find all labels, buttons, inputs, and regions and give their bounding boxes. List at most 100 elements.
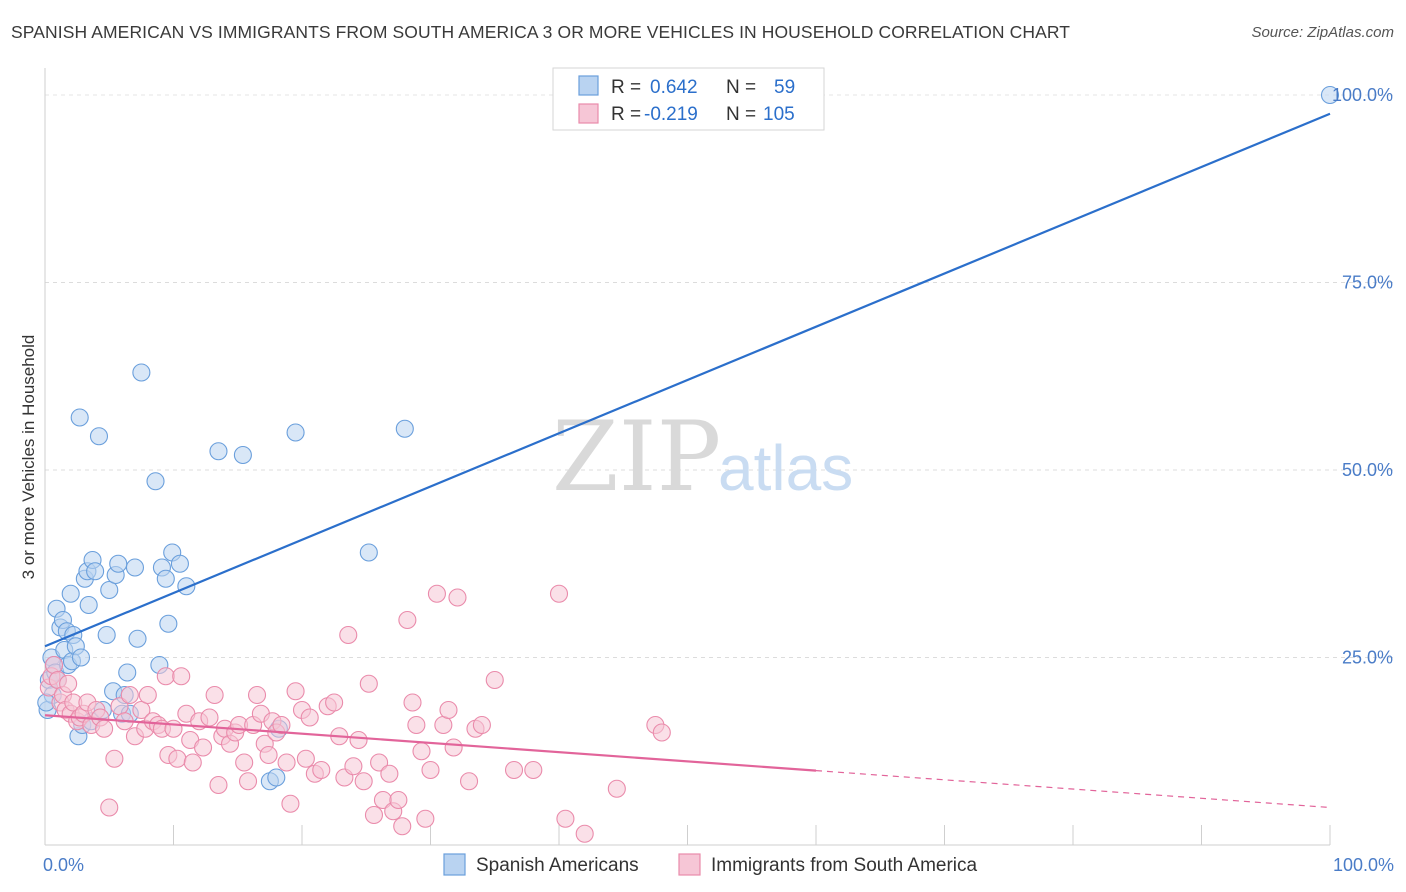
point-immigrants-south-america [339,625,358,645]
point-immigrants-south-america [575,824,594,843]
point-spanish-americans [70,408,89,427]
point-spanish-americans [359,543,378,562]
point-immigrants-south-america [427,584,446,603]
point-immigrants-south-america [281,794,300,813]
legend-r-value-blue: 0.642 [650,77,698,98]
point-immigrants-south-america [421,760,440,780]
legend-swatch-blue [578,75,599,96]
point-immigrants-south-america [412,742,431,761]
point-spanish-americans [286,423,305,442]
point-spanish-americans [79,595,98,615]
point-immigrants-south-america [398,610,417,630]
point-spanish-americans [1320,85,1340,105]
chart-source: Source: ZipAtlas.com [1251,24,1394,41]
point-spanish-americans [86,562,105,581]
point-spanish-americans [89,427,109,446]
legend-r-label-blue: R = [611,77,641,98]
point-spanish-americans [233,445,252,465]
bottom-legend-label-pink: Immigrants from South America [711,855,978,876]
point-immigrants-south-america [312,760,331,780]
point-immigrants-south-america [238,772,258,791]
point-spanish-americans [132,363,151,382]
correlation-legend: R = 0.642 N = 59 R = -0.219 N = 105 [552,67,825,131]
point-immigrants-south-america [403,693,422,712]
y-tick-label: 75.0% [1342,273,1393,293]
point-immigrants-south-america [407,715,426,735]
point-immigrants-south-america [259,745,278,765]
point-immigrants-south-america [59,674,78,693]
point-spanish-americans [128,629,147,648]
legend-n-value-pink: 105 [763,104,795,125]
point-immigrants-south-america [524,760,543,780]
point-immigrants-south-america [389,790,408,810]
series-immigrants-south-america-points [39,584,671,843]
point-immigrants-south-america [105,749,124,768]
legend-n-label-blue: N = [726,77,756,98]
bottom-legend-swatch-pink [678,853,701,876]
trend-lines [44,112,1331,809]
point-immigrants-south-america [235,753,254,772]
trend-line-extension [815,770,1331,809]
point-spanish-americans [71,648,91,667]
point-immigrants-south-america [359,674,378,693]
point-immigrants-south-america [277,753,296,772]
legend-n-label-pink: N = [726,104,756,125]
point-immigrants-south-america [296,749,315,768]
point-spanish-americans [159,614,178,633]
point-spanish-americans [156,569,175,588]
y-tick-label: 50.0% [1342,460,1393,480]
point-immigrants-south-america [607,779,626,798]
legend-r-label-pink: R = [611,104,641,125]
point-immigrants-south-america [95,719,114,738]
point-immigrants-south-america [459,772,479,791]
x-tick-label: 100.0% [1333,855,1394,875]
trend-line-immigrants-south-america [44,714,817,772]
point-immigrants-south-america [556,809,575,828]
point-immigrants-south-america [156,667,175,686]
tick-labels: 25.0% 50.0% 75.0% 100.0% 0.0% 100.0% [43,85,1394,875]
point-immigrants-south-america [439,700,458,720]
point-immigrants-south-america [200,708,219,727]
point-immigrants-south-america [194,738,213,757]
watermark-zip: ZIP [552,401,721,513]
chart-title: SPANISH AMERICAN VS IMMIGRANTS FROM SOUT… [11,22,1071,42]
watermark: ZIP atlas [552,401,853,513]
point-immigrants-south-america [300,708,319,727]
point-immigrants-south-america [416,809,435,828]
point-spanish-americans [395,419,414,438]
point-spanish-americans [97,625,116,645]
point-immigrants-south-america [434,715,453,735]
bottom-legend-label-blue: Spanish Americans [476,855,639,876]
legend-n-value-blue: 59 [774,77,795,98]
point-immigrants-south-america [172,667,191,686]
point-immigrants-south-america [364,805,384,825]
point-immigrants-south-america [183,753,202,772]
point-immigrants-south-america [354,772,373,791]
point-immigrants-south-america [344,757,363,776]
y-tick-label: 100.0% [1332,85,1393,105]
point-immigrants-south-america [168,749,187,768]
series-legend: Spanish Americans Immigrants from South … [443,853,978,876]
y-axis-title: 3 or more Vehicles in Household [19,335,38,580]
point-spanish-americans [61,584,80,603]
point-immigrants-south-america [272,715,291,735]
point-immigrants-south-america [349,730,368,750]
point-immigrants-south-america [286,682,305,701]
point-immigrants-south-america [549,584,569,603]
point-immigrants-south-america [325,693,344,712]
point-immigrants-south-america [485,670,504,690]
point-spanish-americans [209,442,228,461]
bottom-legend-swatch-blue [443,853,466,876]
point-spanish-americans [109,554,128,573]
point-immigrants-south-america [138,685,157,705]
point-immigrants-south-america [370,753,389,772]
legend-swatch-pink [578,103,599,124]
point-immigrants-south-america [448,588,467,607]
point-immigrants-south-america [164,719,183,738]
point-spanish-americans [118,663,137,682]
legend-r-value-pink: -0.219 [644,104,698,125]
watermark-atlas: atlas [718,432,853,504]
point-immigrants-south-america [393,817,412,836]
point-immigrants-south-america [100,798,119,817]
